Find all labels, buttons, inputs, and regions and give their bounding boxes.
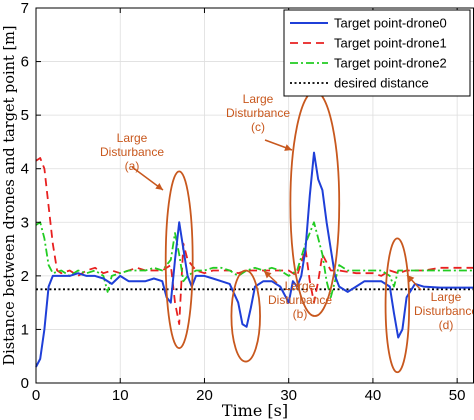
y-tick-label: 2 [21, 268, 29, 285]
x-tick-label: 10 [112, 387, 129, 404]
y-axis-title: Distance between drones and target point… [2, 25, 18, 365]
y-tick-label: 0 [21, 375, 29, 392]
series-line-2 [35, 221, 474, 299]
legend-label: Target point-drone2 [334, 56, 447, 71]
annotation-label: (b) [293, 307, 308, 321]
y-tick-label: 3 [21, 214, 29, 231]
series-layer [35, 151, 474, 368]
disturbance-ellipse [164, 170, 194, 350]
annotation-label: Disturbance [268, 293, 332, 307]
legend: Target point-drone0 Target point-drone1 Ta… [283, 9, 471, 97]
annotation-label: Large [285, 279, 316, 293]
x-axis-title: Time [s] [222, 401, 288, 420]
annotation-label: Large [117, 131, 148, 145]
y-tick-label: 4 [21, 161, 29, 178]
x-tick-label: 30 [280, 387, 297, 404]
annotation-arrowhead [284, 144, 292, 151]
annotation-label: Disturbance [100, 145, 164, 159]
annotation-label: Disturbance [414, 304, 474, 318]
y-tick-label: 1 [21, 321, 29, 338]
y-axis: 0 1 2 3 4 5 6 7 [21, 0, 41, 392]
x-tick-label: 40 [365, 387, 382, 404]
annotation-label: Large [243, 92, 274, 106]
annotation-label: Disturbance [226, 106, 290, 120]
disturbance-ellipse [384, 237, 411, 374]
annotation-arrowhead [155, 183, 163, 190]
annotation-label: (c) [251, 120, 265, 134]
legend-label: Target point-drone1 [334, 36, 447, 51]
disturbance-ellipse [230, 269, 261, 363]
y-tick-label: 5 [21, 107, 29, 124]
annotation-arrowhead [407, 275, 415, 283]
x-tick-label: 20 [196, 387, 213, 404]
legend-label: Target point-drone0 [334, 16, 447, 31]
legend-label: desired distance [334, 76, 429, 91]
y-tick-label: 7 [21, 0, 29, 17]
legend-box [283, 9, 471, 97]
annotation-arrowhead [264, 271, 272, 279]
x-tick-label: 0 [32, 387, 40, 404]
x-axis: 0 10 20 30 40 50 [32, 8, 466, 404]
annotation-label: Large [431, 290, 462, 304]
annotation-label: (d) [439, 318, 454, 332]
series-line-0 [35, 151, 474, 368]
annotations: LargeDisturbance(a)LargeDisturbance(b)La… [100, 90, 474, 374]
y-tick-label: 6 [21, 54, 29, 71]
x-tick-label: 50 [449, 387, 466, 404]
